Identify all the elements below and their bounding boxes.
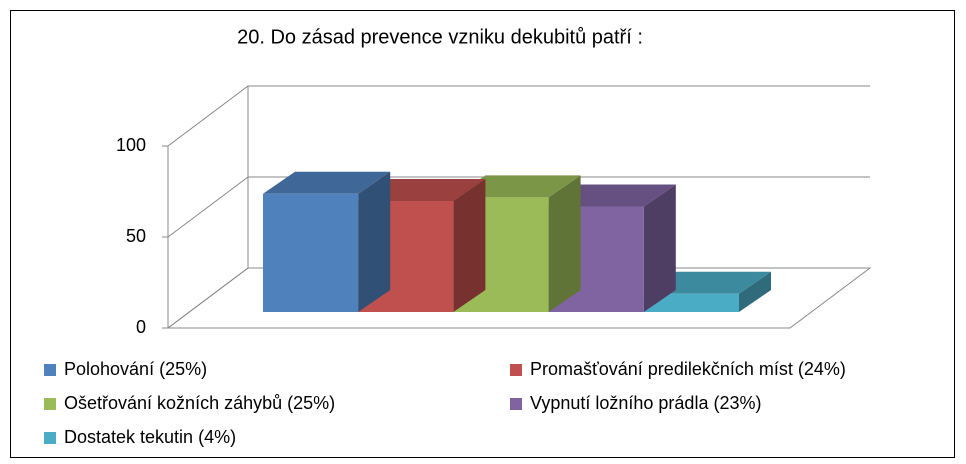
bar-side <box>548 175 581 312</box>
bar-side <box>358 171 391 312</box>
legend-label: Polohování (25%) <box>64 359 207 379</box>
bar-front <box>643 293 739 312</box>
legend-label: Vypnutí ložního prádla (23%) <box>530 393 761 413</box>
legend-swatch <box>510 398 522 410</box>
legend-swatch <box>44 364 56 376</box>
bar-side <box>643 184 676 312</box>
legend-swatch <box>44 398 56 410</box>
bar-front <box>263 193 359 312</box>
bar-side <box>453 178 486 312</box>
legend-label: Ošetřování kožních záhybů (25%) <box>64 393 335 413</box>
legend-swatch <box>44 432 56 444</box>
y-tick-label: 0 <box>136 317 146 337</box>
y-tick-label: 50 <box>126 226 146 246</box>
legend-label: Dostatek tekutin (4%) <box>64 427 236 447</box>
y-tick-label: 100 <box>116 135 146 155</box>
legend-swatch <box>510 364 522 376</box>
legend-label: Promašťování predilekčních míst (24%) <box>530 359 846 379</box>
bar <box>263 171 391 312</box>
bar-top <box>263 171 391 194</box>
bar-side <box>739 271 771 312</box>
chart-title: 20. Do zásad prevence vzniku dekubitů pa… <box>237 26 643 48</box>
